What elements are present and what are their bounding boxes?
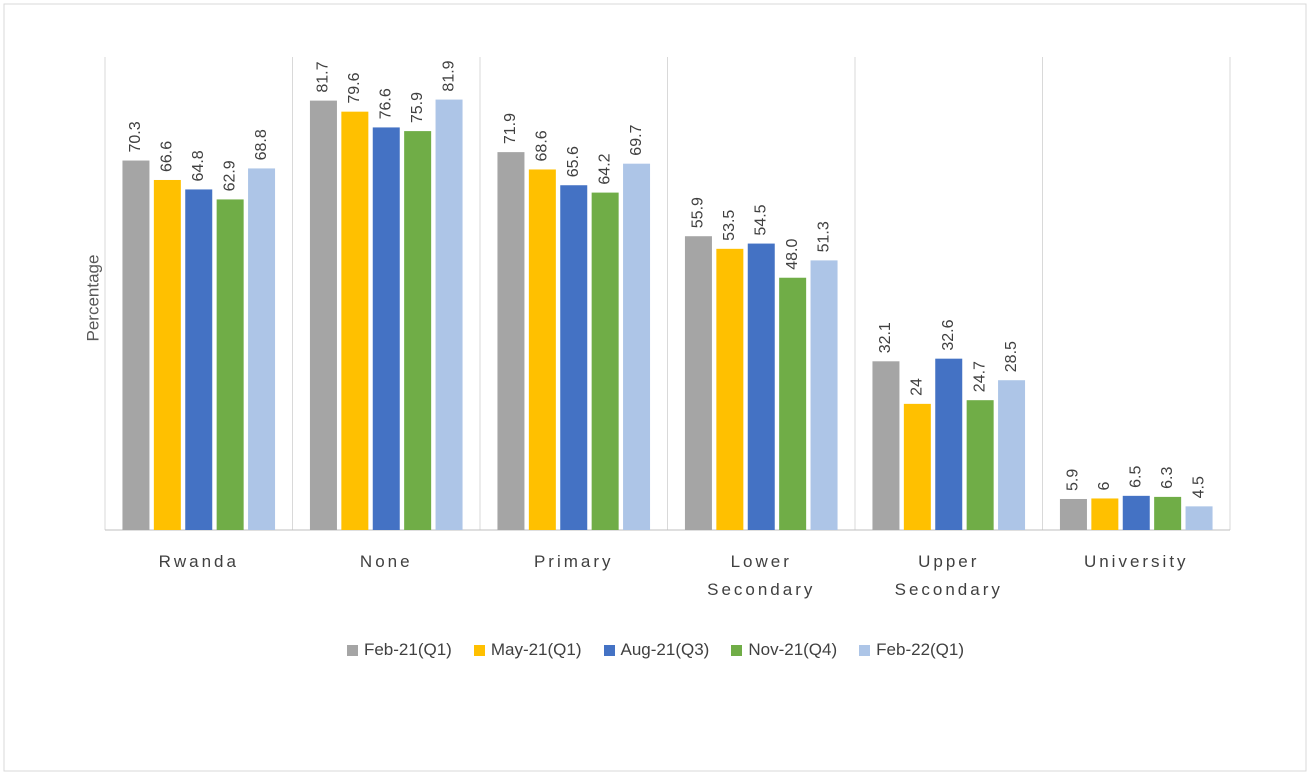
data-label: 6 bbox=[1096, 481, 1113, 490]
bar bbox=[1185, 506, 1213, 530]
data-label: 6.5 bbox=[1127, 465, 1144, 487]
data-label: 24.7 bbox=[971, 361, 988, 392]
legend-item: Aug-21(Q3) bbox=[603, 640, 710, 660]
bar bbox=[309, 100, 337, 531]
bar bbox=[435, 99, 463, 530]
data-label: 70.3 bbox=[127, 121, 144, 152]
data-label: 28.5 bbox=[1003, 341, 1020, 372]
data-label: 81.7 bbox=[315, 61, 332, 92]
legend-swatch bbox=[473, 644, 485, 656]
data-label: 32.1 bbox=[877, 322, 894, 353]
bar bbox=[998, 380, 1026, 530]
data-label: 54.5 bbox=[752, 204, 769, 235]
bar bbox=[623, 163, 651, 530]
bar bbox=[528, 169, 556, 531]
bar bbox=[591, 192, 619, 531]
x-tick-label: Upper Secondary bbox=[894, 552, 1003, 599]
bar bbox=[935, 358, 963, 530]
data-label: 65.6 bbox=[565, 146, 582, 177]
data-label: 68.8 bbox=[253, 129, 270, 160]
data-label: 81.9 bbox=[440, 60, 457, 91]
x-tick-label: Rwanda bbox=[158, 552, 239, 571]
data-label: 55.9 bbox=[690, 197, 707, 228]
x-tick-label: None bbox=[359, 552, 413, 571]
legend-label: Feb-22(Q1) bbox=[876, 640, 965, 659]
x-tick-label: Primary bbox=[533, 552, 614, 571]
bar bbox=[372, 127, 400, 531]
data-label: 24 bbox=[909, 378, 926, 396]
bar bbox=[341, 111, 369, 530]
bar bbox=[903, 403, 931, 530]
legend-item: Feb-21(Q1) bbox=[346, 640, 452, 660]
bar bbox=[1122, 495, 1150, 530]
legend-label: May-21(Q1) bbox=[490, 640, 582, 659]
data-label: 75.9 bbox=[409, 92, 426, 123]
bar bbox=[872, 361, 900, 530]
bar bbox=[560, 185, 588, 531]
legend-swatch bbox=[346, 644, 358, 656]
legend-swatch bbox=[731, 644, 743, 656]
bar bbox=[779, 277, 807, 530]
legend: Feb-21(Q1) May-21(Q1) Aug-21(Q3) Nov-21(Q4)… bbox=[0, 640, 1311, 660]
legend-item: Feb-22(Q1) bbox=[859, 640, 964, 660]
bar bbox=[122, 160, 150, 531]
bar bbox=[716, 248, 744, 531]
data-label: 51.3 bbox=[815, 221, 832, 252]
data-label: 62.9 bbox=[221, 160, 238, 191]
y-axis-title: Percentage bbox=[83, 255, 102, 342]
chart-border bbox=[3, 3, 1307, 772]
data-label: 48.0 bbox=[784, 238, 801, 269]
x-tick-label: Lower Secondary bbox=[707, 552, 816, 599]
bar bbox=[248, 168, 276, 530]
data-label: 66.6 bbox=[159, 141, 176, 172]
data-label: 64.2 bbox=[596, 153, 613, 184]
bar bbox=[185, 189, 213, 530]
bar bbox=[216, 199, 244, 531]
data-label: 71.9 bbox=[502, 113, 519, 144]
bar bbox=[747, 243, 775, 531]
legend-item: Nov-21(Q4) bbox=[731, 640, 837, 660]
data-label: 76.6 bbox=[377, 88, 394, 119]
bar bbox=[1154, 496, 1182, 530]
data-label: 32.6 bbox=[940, 319, 957, 350]
legend-label: Aug-21(Q3) bbox=[620, 640, 710, 659]
data-label: 6.3 bbox=[1159, 467, 1176, 489]
bar bbox=[1059, 498, 1087, 530]
legend-swatch bbox=[603, 644, 615, 656]
bar bbox=[810, 260, 838, 530]
bar bbox=[153, 179, 181, 531]
data-label: 68.6 bbox=[534, 130, 551, 161]
data-label: 69.7 bbox=[628, 124, 645, 155]
legend-label: Feb-21(Q1) bbox=[363, 640, 452, 659]
bar bbox=[1091, 498, 1119, 530]
data-label: 79.6 bbox=[346, 72, 363, 103]
legend-item: May-21(Q1) bbox=[473, 640, 582, 660]
legend-swatch bbox=[859, 644, 871, 656]
bar bbox=[497, 152, 525, 530]
data-label: 64.8 bbox=[190, 150, 207, 181]
legend-label: Nov-21(Q4) bbox=[748, 640, 838, 659]
x-tick-label: University bbox=[1083, 552, 1189, 571]
bar bbox=[684, 236, 712, 530]
bar bbox=[966, 400, 994, 530]
data-label: 5.9 bbox=[1065, 469, 1082, 491]
data-label: 4.5 bbox=[1190, 476, 1207, 498]
bar bbox=[404, 131, 432, 530]
data-label: 53.5 bbox=[721, 210, 738, 241]
